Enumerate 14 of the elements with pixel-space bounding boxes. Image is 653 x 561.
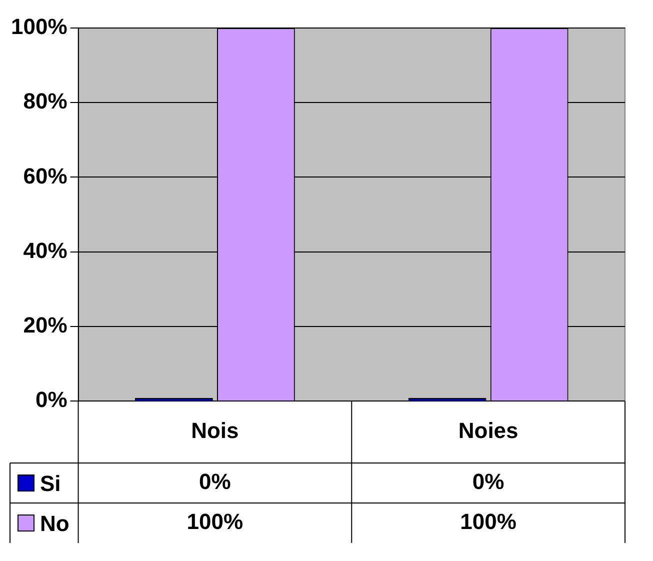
legend-label: Si xyxy=(40,471,61,496)
y-tick-label: 0% xyxy=(35,387,68,412)
data-label: 100% xyxy=(460,509,516,534)
y-tick-label: 60% xyxy=(23,163,68,188)
y-tick-label: 100% xyxy=(10,14,68,40)
y-tick-label: 40% xyxy=(23,238,68,263)
legend-label: No xyxy=(40,511,70,536)
y-tick-label: 20% xyxy=(23,312,68,338)
x-tick-label: Nois xyxy=(191,418,239,444)
data-label: 100% xyxy=(186,509,244,534)
x-tick-label: Noies xyxy=(458,418,518,444)
data-label: 0% xyxy=(199,469,231,494)
y-tick-label: 80% xyxy=(23,88,68,114)
data-label: 0% xyxy=(472,469,504,494)
